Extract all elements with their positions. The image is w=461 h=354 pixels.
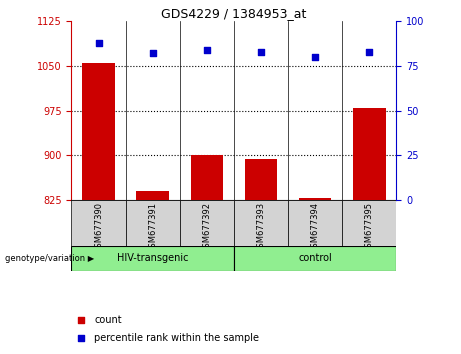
Point xyxy=(257,49,265,55)
Bar xyxy=(71,200,125,246)
Bar xyxy=(342,200,396,246)
Text: genotype/variation ▶: genotype/variation ▶ xyxy=(5,254,94,263)
Bar xyxy=(71,246,234,271)
Bar xyxy=(82,63,115,200)
Point xyxy=(149,51,156,56)
Bar xyxy=(234,246,396,271)
Text: HIV-transgenic: HIV-transgenic xyxy=(117,253,189,263)
Text: GSM677391: GSM677391 xyxy=(148,202,157,253)
Bar xyxy=(353,108,385,200)
Bar xyxy=(190,155,223,200)
Text: percentile rank within the sample: percentile rank within the sample xyxy=(94,333,259,343)
Bar xyxy=(288,200,342,246)
Bar xyxy=(245,160,277,200)
Bar xyxy=(180,200,234,246)
Point xyxy=(203,47,211,53)
Text: GSM677395: GSM677395 xyxy=(365,202,374,253)
Point xyxy=(312,54,319,60)
Text: control: control xyxy=(298,253,332,263)
Point xyxy=(95,40,102,46)
Text: GSM677394: GSM677394 xyxy=(311,202,320,253)
Point xyxy=(77,318,85,323)
Title: GDS4229 / 1384953_at: GDS4229 / 1384953_at xyxy=(161,7,307,20)
Point xyxy=(77,335,85,341)
Text: GSM677390: GSM677390 xyxy=(94,202,103,253)
Bar xyxy=(136,191,169,200)
Text: GSM677392: GSM677392 xyxy=(202,202,212,253)
Text: GSM677393: GSM677393 xyxy=(256,202,266,253)
Bar xyxy=(234,200,288,246)
Point xyxy=(366,49,373,55)
Text: count: count xyxy=(94,315,122,325)
Bar xyxy=(125,200,180,246)
Bar xyxy=(299,198,331,200)
